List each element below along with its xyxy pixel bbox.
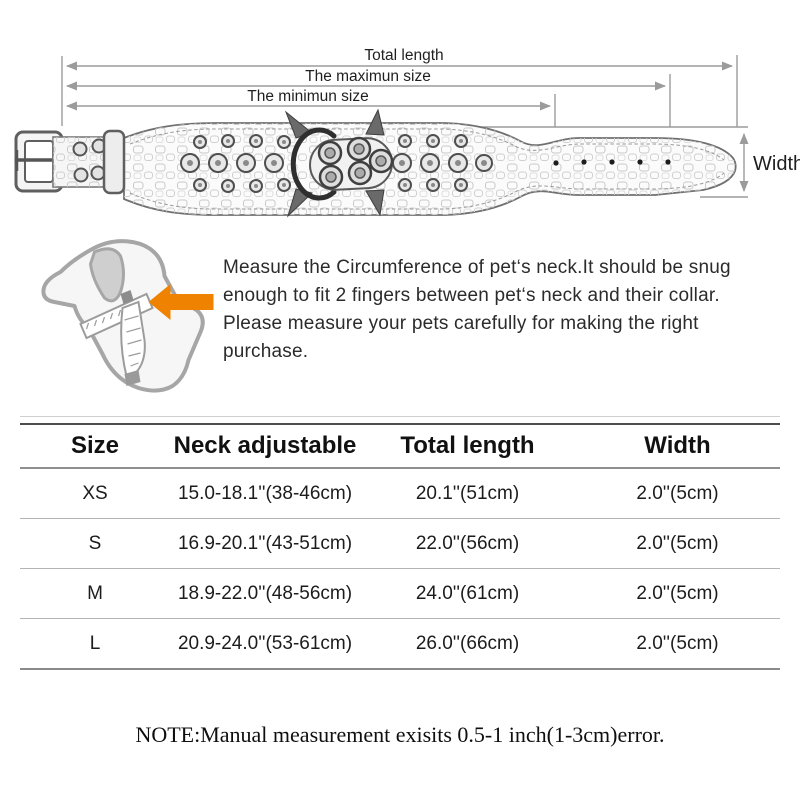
cell-size: L [20,618,170,670]
collar-d-ring [290,127,337,201]
tape-end-tab [124,370,141,386]
column-header-neck-adjustable: Neck adjustable [170,424,360,469]
min-size-label: The minimun size [247,88,368,105]
max-size-label: The maximun size [305,68,431,85]
cell-width: 2.0''(5cm) [575,568,780,619]
measuring-guide-text: Measure the Circumference of pet‘s neck.… [223,257,731,362]
dog-ear [88,247,125,303]
orange-pointer-arrow-icon [148,284,214,320]
column-header-total-length: Total length [360,424,575,469]
cell-neck: 20.9-24.0''(53-61cm) [170,618,360,670]
collar-buckle [14,130,64,193]
total-length-label: Total length [364,47,443,64]
cell-neck: 16.9-20.1''(43-51cm) [170,518,360,569]
table-row-l: L 20.9-24.0''(53-61cm) 26.0''(66cm) 2.0'… [20,618,780,670]
size-table-container: Size Neck adjustable Total length Width … [20,416,780,670]
cell-size: XS [20,468,170,519]
collar-dimension-diagram: Total length The maximun size The minimu… [14,47,800,218]
cell-total: 20.1''(51cm) [360,468,575,519]
column-header-width: Width [575,424,780,469]
cell-total: 26.0''(66cm) [360,618,575,670]
cell-total: 24.0''(61cm) [360,568,575,619]
cell-width: 2.0''(5cm) [575,468,780,519]
cell-width: 2.0''(5cm) [575,618,780,670]
table-row-s: S 16.9-20.1''(43-51cm) 22.0''(56cm) 2.0'… [20,518,780,569]
collar-keeper-loop [102,129,126,195]
collar-illustration [14,108,737,218]
cell-size: M [20,568,170,619]
cell-total: 22.0''(56cm) [360,518,575,569]
cell-neck: 15.0-18.1''(38-46cm) [170,468,360,519]
cell-size: S [20,518,170,569]
cell-neck: 18.9-22.0''(48-56cm) [170,568,360,619]
column-header-size: Size [20,424,170,469]
table-row-m: M 18.9-22.0''(48-56cm) 24.0''(61cm) 2.0'… [20,568,780,619]
size-table-header-row: Size Neck adjustable Total length Width [20,424,780,469]
size-table: Size Neck adjustable Total length Width … [20,423,780,670]
width-label: Width [753,153,800,175]
dog-measuring-illustration [41,239,214,393]
collar-stitching [129,128,725,210]
collar-adjustment-holes [553,159,671,166]
measurement-error-note: NOTE:Manual measurement exisits 0.5-1 in… [135,722,665,747]
collar-fold-section [52,129,126,195]
table-row-xs: XS 15.0-18.1''(38-46cm) 20.1''(51cm) 2.0… [20,468,780,519]
tape-buckle [120,290,134,304]
stud-grid-right [392,134,493,192]
tape-measure [79,290,154,386]
collar-stud-plate [309,136,394,191]
cell-width: 2.0''(5cm) [575,518,780,569]
stud-grid-left [180,134,291,193]
